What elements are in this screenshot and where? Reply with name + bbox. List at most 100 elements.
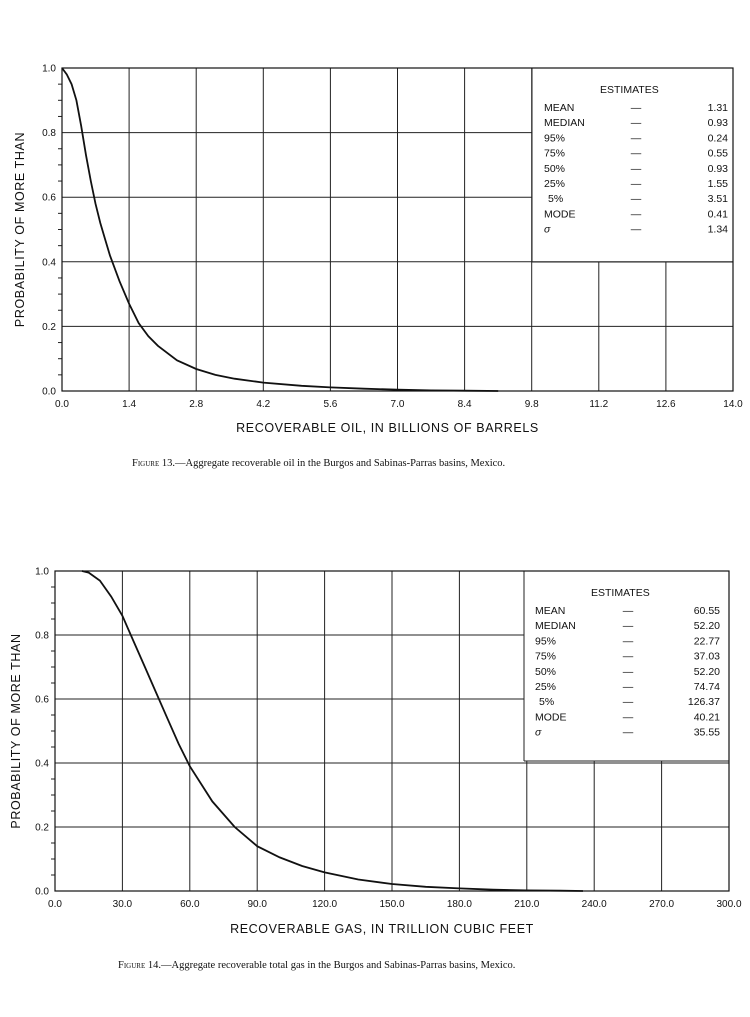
y-tick-label: 0.2 xyxy=(42,322,56,333)
x-axis-label: RECOVERABLE OIL, IN BILLIONS OF BARRELS xyxy=(236,421,539,435)
probability-curve xyxy=(61,67,499,392)
x-tick-label: 270.0 xyxy=(649,899,674,910)
estimate-dash: — xyxy=(631,132,642,144)
estimate-label: 75% xyxy=(544,148,565,160)
figure-14-chart: 0.0 30.0 60.0 90.0 120.0 150.0 180.0 210.0 240.0… xyxy=(9,567,742,972)
x-tick-label: 12.6 xyxy=(656,399,676,410)
estimate-dash: — xyxy=(623,605,634,617)
y-tick-label: 0.4 xyxy=(42,257,56,268)
estimate-value: 52.20 xyxy=(694,620,720,632)
estimate-dash: — xyxy=(631,117,642,129)
estimate-value: 0.55 xyxy=(708,148,729,160)
plot-frame xyxy=(54,570,730,892)
x-tick-label: 9.8 xyxy=(525,399,539,410)
estimate-label: σ xyxy=(544,224,551,236)
y-tick-label: 1.0 xyxy=(35,567,49,578)
x-tick-label: 0.0 xyxy=(48,899,62,910)
figure-13-chart: 0.0 1.4 2.8 4.2 5.6 7.0 8.4 9.8 11.2 12.6 14.0 0.0 0… xyxy=(13,64,743,470)
estimates-title: ESTIMATES xyxy=(591,587,650,599)
x-tick-label: 2.8 xyxy=(189,399,203,410)
estimate-value: 52.20 xyxy=(694,666,720,678)
estimate-dash: — xyxy=(623,727,634,739)
estimate-value: 0.93 xyxy=(708,117,729,129)
estimate-value: 60.55 xyxy=(694,605,720,617)
probability-curve xyxy=(81,570,584,892)
estimate-value: 0.41 xyxy=(708,208,729,220)
estimate-label: 5% xyxy=(539,696,554,708)
estimate-value: 3.51 xyxy=(708,193,729,205)
estimate-dash: — xyxy=(623,681,634,693)
x-tick-label: 240.0 xyxy=(582,899,607,910)
estimate-value: 22.77 xyxy=(694,635,720,647)
y-tick-label: 0.6 xyxy=(42,193,56,204)
estimate-label: 25% xyxy=(544,178,565,190)
estimate-dash: — xyxy=(623,696,634,708)
figure-caption: Figure 13.—Aggregate recoverable oil in … xyxy=(132,458,505,469)
estimate-value: 1.31 xyxy=(708,102,729,114)
x-tick-label: 60.0 xyxy=(180,899,200,910)
estimate-value: 1.55 xyxy=(708,178,729,190)
y-tick-label: 0.6 xyxy=(35,695,49,706)
estimate-label: MEDIAN xyxy=(544,117,585,129)
y-tick-label: 0.8 xyxy=(42,128,56,139)
tick-labels: 0.0 30.0 60.0 90.0 120.0 150.0 180.0 210.0 240.0… xyxy=(35,567,742,911)
estimates-table: ESTIMATES MEAN — 1.31 MEDIAN — 0.93 95% — 0.24 75%… xyxy=(544,84,728,236)
estimate-dash: — xyxy=(623,651,634,663)
x-tick-label: 14.0 xyxy=(723,399,743,410)
y-tick-label: 0.4 xyxy=(35,759,49,770)
estimate-label: 75% xyxy=(535,651,556,663)
x-tick-label: 7.0 xyxy=(391,399,405,410)
x-tick-label: 8.4 xyxy=(458,399,472,410)
estimate-value: 74.74 xyxy=(694,681,720,693)
estimate-value: 126.37 xyxy=(688,696,720,708)
estimate-value: 37.03 xyxy=(694,651,720,663)
x-tick-label: 300.0 xyxy=(716,899,741,910)
estimate-value: 0.93 xyxy=(708,163,729,175)
y-axis-label: PROBABILITY OF MORE THAN xyxy=(13,132,27,327)
estimates-table: ESTIMATES MEAN — 60.55 MEDIAN — 52.20 95% — 22.77… xyxy=(535,587,720,739)
y-tick-label: 0.8 xyxy=(35,631,49,642)
x-tick-label: 11.2 xyxy=(589,399,608,410)
tick-labels: 0.0 1.4 2.8 4.2 5.6 7.0 8.4 9.8 11.2 12.6 14.0 0.0 0… xyxy=(42,64,743,411)
x-tick-label: 30.0 xyxy=(113,899,133,910)
estimate-value: 35.55 xyxy=(694,727,720,739)
estimate-label: MEAN xyxy=(544,102,574,114)
estimate-dash: — xyxy=(631,178,642,190)
estimate-value: 0.24 xyxy=(708,132,729,144)
x-tick-label: 150.0 xyxy=(379,899,404,910)
y-tick-label: 0.2 xyxy=(35,823,49,834)
estimates-title: ESTIMATES xyxy=(600,84,659,96)
x-tick-label: 180.0 xyxy=(447,899,472,910)
x-tick-label: 1.4 xyxy=(122,399,136,410)
estimate-label: MEDIAN xyxy=(535,620,576,632)
estimate-label: MODE xyxy=(544,208,576,220)
x-tick-label: 4.2 xyxy=(256,399,270,410)
estimate-dash: — xyxy=(631,148,642,160)
estimate-dash: — xyxy=(631,102,642,114)
estimate-label: 50% xyxy=(535,666,556,678)
figure-caption: Figure 14.—Aggregate recoverable total g… xyxy=(118,960,515,971)
y-tick-label: 0.0 xyxy=(35,887,49,898)
estimate-dash: — xyxy=(631,224,642,236)
x-tick-label: 90.0 xyxy=(247,899,267,910)
estimate-dash: — xyxy=(623,711,634,723)
estimate-dash: — xyxy=(623,635,634,647)
estimate-label: MEAN xyxy=(535,605,565,617)
y-tick-label: 1.0 xyxy=(42,64,56,75)
estimate-dash: — xyxy=(623,666,634,678)
x-tick-label: 210.0 xyxy=(514,899,539,910)
x-tick-label: 0.0 xyxy=(55,399,69,410)
estimate-value: 40.21 xyxy=(694,711,720,723)
estimate-label: σ xyxy=(535,727,542,739)
y-tick-label: 0.0 xyxy=(42,387,56,398)
x-tick-label: 120.0 xyxy=(312,899,337,910)
estimate-dash: — xyxy=(631,193,642,205)
estimate-dash: — xyxy=(631,163,642,175)
estimate-dash: — xyxy=(623,620,634,632)
estimate-label: 95% xyxy=(544,132,565,144)
estimate-label: MODE xyxy=(535,711,567,723)
estimate-label: 25% xyxy=(535,681,556,693)
estimate-dash: — xyxy=(631,208,642,220)
x-axis-label: RECOVERABLE GAS, IN TRILLION CUBIC FEET xyxy=(230,922,534,936)
estimate-label: 95% xyxy=(535,635,556,647)
